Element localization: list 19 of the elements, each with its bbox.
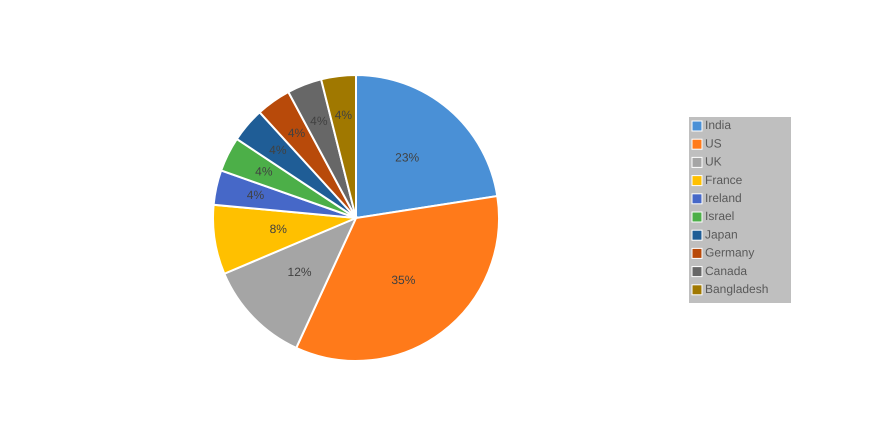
data-label: 4% (269, 143, 287, 158)
data-label: 4% (255, 164, 273, 178)
legend-label: Bangladesh (705, 282, 768, 296)
data-label: 23% (395, 150, 420, 164)
legend-label: UK (705, 154, 722, 169)
data-label: 4% (334, 108, 352, 122)
legend-label: France (705, 172, 743, 187)
legend-label: Ireland (705, 190, 742, 205)
legend-label: US (705, 136, 722, 150)
data-label: 8% (270, 222, 288, 236)
data-label: 4% (246, 188, 264, 202)
data-label: 35% (391, 272, 416, 287)
legend-label: Japan (705, 227, 738, 242)
legend-label: Canada (705, 264, 748, 278)
legend-label: India (705, 118, 732, 132)
legend-label: Israel (705, 209, 734, 224)
data-label: 4% (288, 126, 306, 140)
data-label: 12% (288, 264, 312, 279)
legend-label: Germany (705, 246, 754, 260)
